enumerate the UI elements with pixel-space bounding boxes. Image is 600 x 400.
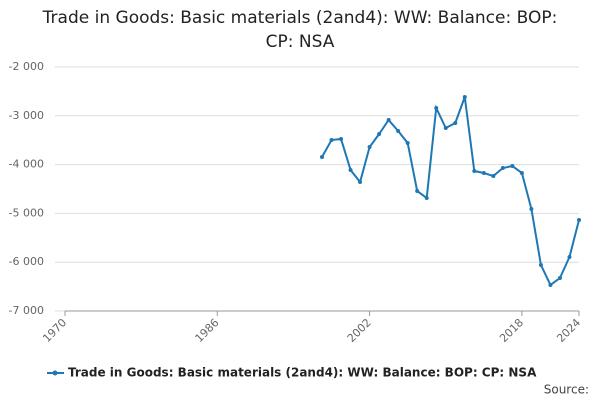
line bbox=[321, 96, 580, 287]
point bbox=[348, 167, 353, 172]
point bbox=[557, 276, 562, 281]
point bbox=[529, 207, 534, 212]
point bbox=[386, 117, 391, 122]
point bbox=[396, 128, 401, 133]
y-tick-label: -6 000 bbox=[9, 255, 44, 268]
legend-label: Trade in Goods: Basic materials (2and4):… bbox=[68, 366, 537, 380]
point bbox=[577, 217, 581, 222]
point bbox=[434, 105, 439, 110]
point bbox=[424, 195, 429, 200]
point bbox=[367, 145, 372, 150]
point bbox=[329, 138, 334, 143]
y-tick-label: -2 000 bbox=[9, 60, 44, 73]
point bbox=[377, 132, 382, 137]
point bbox=[415, 189, 420, 194]
y-tick-label: -4 000 bbox=[9, 158, 44, 171]
x-tick-label: 1970 bbox=[40, 316, 69, 345]
y-tick-label: -7 000 bbox=[9, 304, 44, 317]
y-tick-label: -3 000 bbox=[9, 109, 44, 122]
point bbox=[538, 262, 543, 267]
legend-point bbox=[52, 370, 58, 376]
point bbox=[320, 154, 324, 159]
point bbox=[472, 168, 477, 173]
point bbox=[491, 174, 496, 179]
y-tick-label: -5 000 bbox=[9, 206, 44, 219]
x-tick-label: 2002 bbox=[345, 316, 374, 345]
source: Source: bbox=[544, 383, 589, 397]
point bbox=[500, 166, 505, 171]
point bbox=[453, 121, 458, 126]
point bbox=[462, 95, 467, 100]
point bbox=[405, 140, 410, 145]
point bbox=[339, 136, 344, 141]
point bbox=[567, 254, 572, 259]
x-tick-label: 1986 bbox=[193, 316, 222, 345]
point bbox=[548, 282, 553, 287]
chart-title: Trade in Goods: Basic materials (2and4):… bbox=[42, 8, 558, 52]
x-tick-label: 2018 bbox=[497, 316, 526, 345]
point bbox=[510, 164, 515, 169]
point bbox=[358, 180, 363, 185]
x-tick-label: 2024 bbox=[554, 316, 583, 345]
point bbox=[481, 170, 486, 175]
point bbox=[443, 126, 448, 130]
point bbox=[519, 170, 524, 175]
